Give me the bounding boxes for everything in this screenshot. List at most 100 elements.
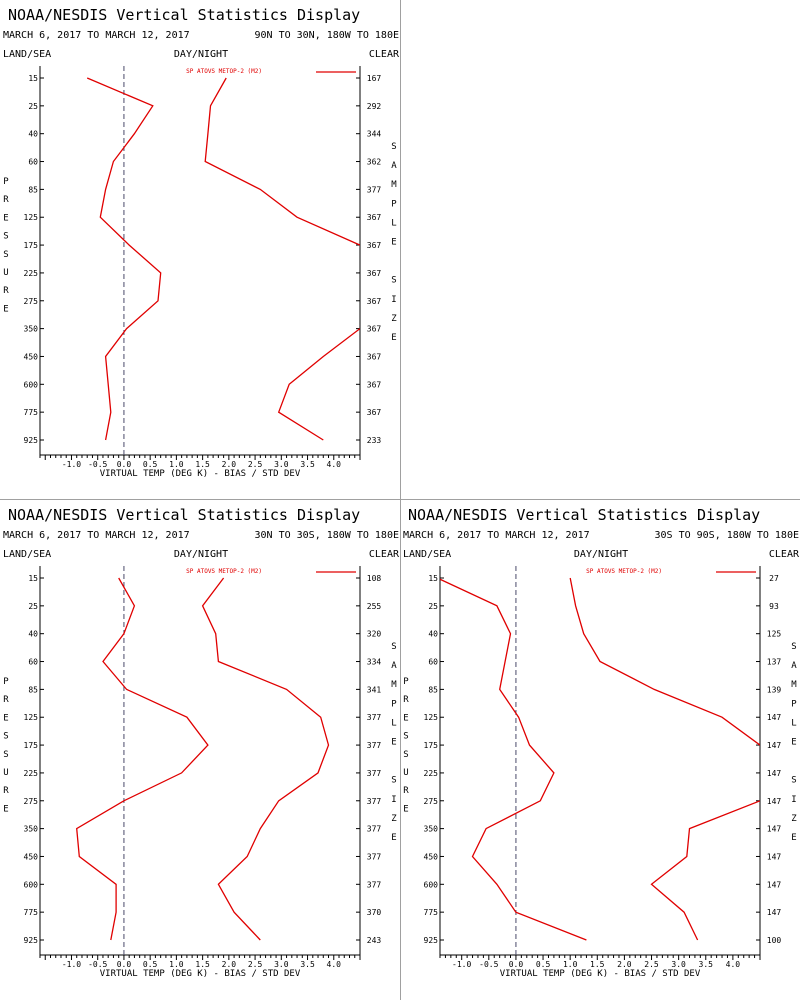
pressure-level-label: 350 bbox=[24, 825, 39, 834]
bias-series-line bbox=[86, 77, 162, 441]
pressure-level-label: 60 bbox=[428, 658, 438, 667]
sample-size-label: 320 bbox=[367, 630, 382, 639]
pressure-level-label: 25 bbox=[28, 102, 38, 111]
pressure-level-label: 775 bbox=[24, 408, 39, 417]
legend-label: SP ATOVS METOP-2 (M2) bbox=[586, 568, 662, 575]
sample-size-label: 100 bbox=[767, 936, 782, 945]
y-axis-letter: U bbox=[3, 768, 8, 778]
y-axis-right-letter: Z bbox=[391, 314, 397, 324]
pressure-level-label: 60 bbox=[28, 158, 38, 167]
x-tick-label: -1.0 bbox=[452, 960, 471, 969]
pressure-level-label: 775 bbox=[24, 908, 39, 917]
day-night-label: DAY/NIGHT bbox=[174, 549, 228, 560]
sample-size-label: 377 bbox=[367, 825, 382, 834]
bias-series-line bbox=[440, 578, 587, 941]
y-axis-right-letter: L bbox=[391, 718, 396, 728]
chart-panel-tropics: NOAA/NESDIS Vertical Statistics Display M… bbox=[0, 500, 400, 1000]
x-tick-label: 0.0 bbox=[117, 960, 132, 969]
x-tick-label: -1.0 bbox=[62, 960, 81, 969]
x-tick-label: -0.5 bbox=[88, 460, 107, 469]
x-tick-label: 3.0 bbox=[274, 960, 289, 969]
pressure-level-label: 225 bbox=[24, 769, 39, 778]
sample-size-label: 377 bbox=[367, 713, 382, 722]
sample-size-label: 367 bbox=[367, 269, 382, 278]
y-axis-letter: S bbox=[403, 750, 408, 760]
x-tick-label: 0.0 bbox=[117, 460, 132, 469]
y-axis-letter: S bbox=[3, 732, 8, 742]
y-axis-right-letter: Z bbox=[791, 814, 797, 824]
x-tick-label: 1.5 bbox=[195, 960, 210, 969]
x-tick-label: 1.5 bbox=[195, 460, 210, 469]
std-dev-series-line bbox=[204, 77, 360, 246]
y-axis-letter: R bbox=[3, 695, 9, 705]
legend-label: SP ATOVS METOP-2 (M2) bbox=[186, 68, 262, 75]
x-tick-label: 4.0 bbox=[726, 960, 741, 969]
sample-size-label: 292 bbox=[367, 102, 382, 111]
y-axis-right-letter: L bbox=[791, 718, 796, 728]
pressure-level-label: 60 bbox=[28, 658, 38, 667]
x-tick-label: -0.5 bbox=[88, 960, 107, 969]
sample-size-label: 255 bbox=[367, 602, 382, 611]
y-axis-right-letter: E bbox=[391, 738, 396, 748]
sample-size-label: 27 bbox=[769, 574, 779, 583]
pressure-level-label: 40 bbox=[28, 630, 38, 639]
x-tick-label: 1.5 bbox=[590, 960, 605, 969]
land-sea-label: LAND/SEA bbox=[3, 549, 51, 560]
y-axis-right-letter: I bbox=[391, 795, 396, 805]
y-axis-right-letter: A bbox=[391, 161, 397, 171]
sample-size-label: 341 bbox=[367, 685, 382, 694]
y-axis-letter: E bbox=[3, 713, 8, 723]
x-tick-label: 3.5 bbox=[699, 960, 714, 969]
series-group bbox=[76, 577, 330, 941]
y-axis-letter: R bbox=[3, 286, 9, 296]
x-tick-label: 4.0 bbox=[327, 460, 342, 469]
y-axis-letter: E bbox=[3, 213, 8, 223]
y-axis-right-letter: S bbox=[391, 142, 396, 152]
sample-size-label: 377 bbox=[367, 185, 382, 194]
x-tick-label: 2.5 bbox=[248, 960, 263, 969]
pressure-level-label: 450 bbox=[24, 352, 39, 361]
pressure-level-label: 15 bbox=[28, 574, 38, 583]
sample-size-label: 367 bbox=[367, 213, 382, 222]
sample-size-label: 147 bbox=[767, 713, 782, 722]
y-axis-right-letter: I bbox=[791, 795, 796, 805]
pressure-level-label: 175 bbox=[24, 241, 39, 250]
y-axis-right-letter: A bbox=[391, 661, 397, 671]
pressure-level-label: 125 bbox=[424, 713, 439, 722]
x-tick-label: 2.5 bbox=[644, 960, 659, 969]
pressure-level-label: 175 bbox=[24, 741, 39, 750]
y-axis-letter: E bbox=[403, 804, 408, 814]
clear-label: CLEAR bbox=[769, 549, 800, 560]
y-axis-letter: R bbox=[403, 695, 409, 705]
pressure-level-label: 450 bbox=[424, 852, 439, 861]
region-label: 90N TO 30N, 180W TO 180E bbox=[255, 30, 400, 41]
y-axis-right-letter: Z bbox=[391, 814, 397, 824]
sample-size-label: 167 bbox=[367, 74, 382, 83]
region-label: 30S TO 90S, 180W TO 180E bbox=[655, 530, 800, 541]
y-axis-letter: U bbox=[3, 268, 8, 278]
pressure-level-label: 15 bbox=[428, 574, 438, 583]
pressure-level-label: 350 bbox=[424, 825, 439, 834]
pressure-level-label: 600 bbox=[424, 880, 439, 889]
x-tick-label: 1.0 bbox=[169, 960, 184, 969]
y-axis-letter: S bbox=[3, 250, 8, 260]
date-range: MARCH 6, 2017 TO MARCH 12, 2017 bbox=[3, 30, 190, 41]
land-sea-label: LAND/SEA bbox=[403, 549, 451, 560]
sample-size-label: 147 bbox=[767, 797, 782, 806]
sample-size-label: 137 bbox=[767, 658, 782, 667]
y-axis-right-letter: S bbox=[391, 776, 396, 786]
x-tick-label: 3.5 bbox=[300, 960, 315, 969]
y-axis-right-letter: E bbox=[391, 833, 396, 843]
y-axis-right-letter: I bbox=[391, 295, 396, 305]
y-axis-letter: P bbox=[3, 177, 9, 187]
y-axis-right-letter: P bbox=[391, 699, 397, 709]
y-axis-letter: S bbox=[3, 750, 8, 760]
pressure-level-label: 925 bbox=[424, 936, 439, 945]
pressure-level-label: 85 bbox=[28, 185, 38, 194]
pressure-level-label: 450 bbox=[24, 852, 39, 861]
sample-size-label: 147 bbox=[767, 825, 782, 834]
x-tick-label: 0.5 bbox=[143, 460, 158, 469]
x-tick-label: 0.5 bbox=[143, 960, 158, 969]
sample-size-label: 362 bbox=[367, 158, 382, 167]
